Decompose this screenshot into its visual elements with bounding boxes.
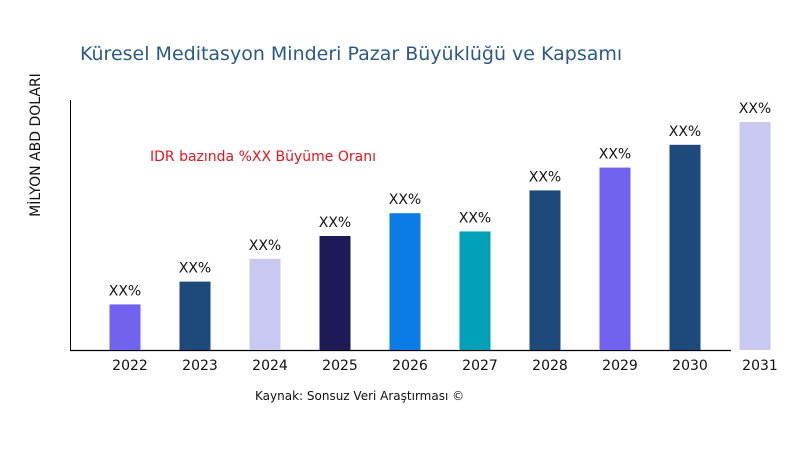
x-tick-label: 2030 (672, 358, 708, 374)
bar-2025 (319, 236, 351, 350)
data-label: XX% (599, 147, 631, 163)
data-label: XX% (179, 261, 211, 277)
x-tick-label: 2026 (392, 358, 428, 374)
data-label: XX% (739, 101, 771, 117)
bar-2024 (249, 258, 281, 350)
x-tick-label: 2028 (532, 358, 568, 374)
bar-2028 (529, 190, 561, 350)
data-label: XX% (459, 210, 491, 226)
bar-2023 (179, 281, 211, 350)
x-tick-label: 2025 (322, 358, 358, 374)
x-tick-label: 2027 (462, 358, 498, 374)
bar-2022 (109, 304, 141, 350)
x-tick-label: 2022 (112, 358, 148, 374)
data-label: XX% (319, 215, 351, 231)
bar-2030 (669, 144, 701, 350)
bar-2029 (599, 167, 631, 350)
data-label: XX% (669, 124, 701, 140)
source-note: Kaynak: Sonsuz Veri Araştırması © (255, 389, 464, 403)
bar-2031 (739, 122, 771, 350)
x-tick-label: 2024 (252, 358, 288, 374)
chart-title: Küresel Meditasyon Minderi Pazar Büyüklü… (80, 43, 622, 65)
x-tick-label: 2023 (182, 358, 218, 374)
data-label: XX% (109, 283, 141, 299)
bar-2026 (389, 213, 421, 350)
data-label: XX% (249, 238, 281, 254)
data-label: XX% (529, 169, 561, 185)
x-tick-label: 2031 (742, 358, 778, 374)
data-label: XX% (389, 192, 421, 208)
y-axis-label: MİLYON ABD DOLARI (26, 73, 44, 217)
bar-2027 (459, 231, 491, 350)
growth-rate-annotation: IDR bazında %XX Büyüme Oranı (150, 149, 376, 165)
x-tick-label: 2029 (602, 358, 638, 374)
